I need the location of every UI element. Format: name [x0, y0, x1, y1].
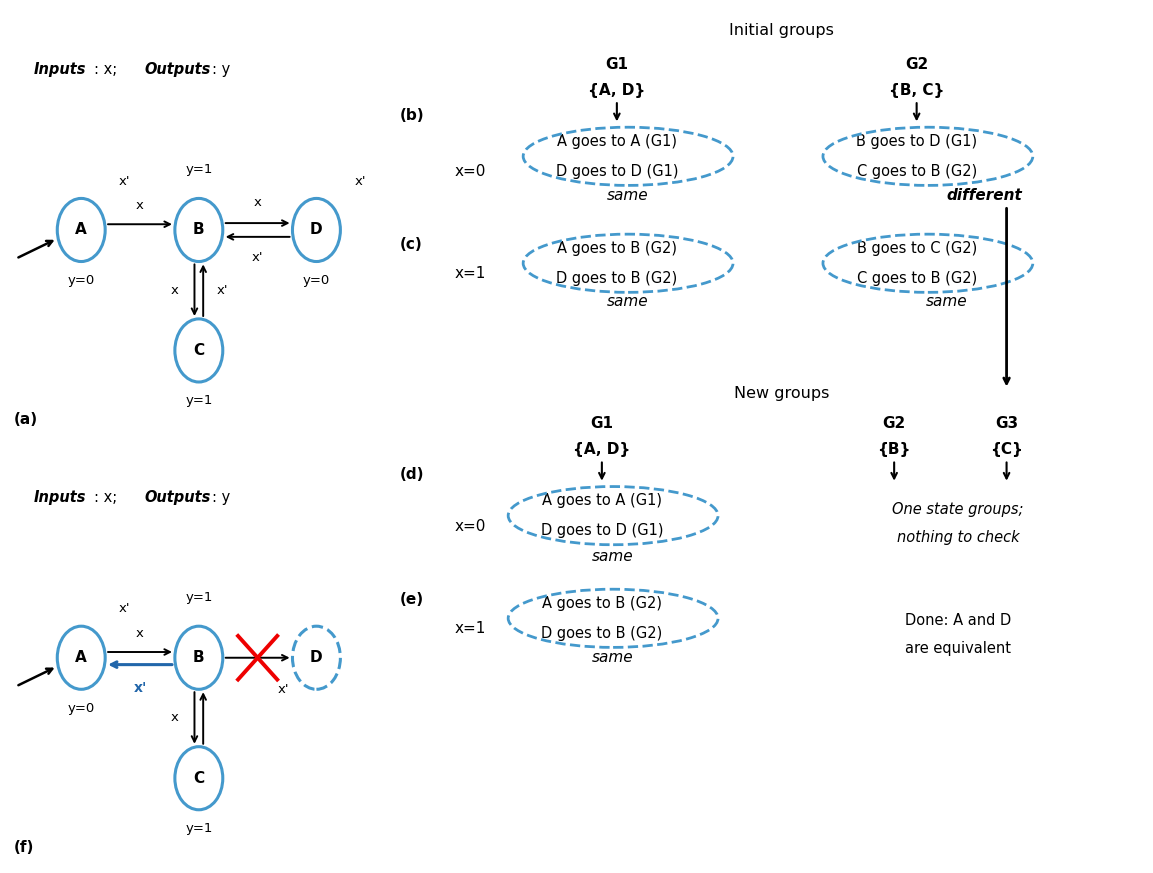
Text: same: same [593, 549, 634, 564]
Text: x': x' [354, 175, 366, 188]
Text: G2: G2 [905, 57, 928, 72]
Text: Inputs: Inputs [33, 490, 85, 505]
Text: y=0: y=0 [68, 702, 95, 715]
Text: One state groups;: One state groups; [892, 502, 1024, 517]
Text: {A, D}: {A, D} [573, 442, 631, 457]
Text: New groups: New groups [734, 386, 829, 402]
Text: G2: G2 [882, 416, 906, 431]
Text: y=1: y=1 [186, 395, 212, 408]
Text: x': x' [217, 284, 228, 297]
Text: : y: : y [212, 490, 231, 505]
Circle shape [58, 626, 105, 690]
Text: B: B [193, 223, 204, 237]
Text: A: A [75, 223, 88, 237]
Text: (a): (a) [14, 412, 38, 427]
Text: x=1: x=1 [455, 622, 487, 636]
Text: D: D [310, 223, 323, 237]
Text: C: C [194, 343, 204, 358]
Text: {B, C}: {B, C} [889, 83, 944, 98]
Text: different: different [947, 188, 1022, 203]
Text: same: same [608, 188, 649, 203]
Text: : y: : y [212, 62, 231, 77]
Text: y=1: y=1 [186, 163, 212, 176]
Text: Outputs: Outputs [144, 62, 211, 77]
Text: y=0: y=0 [68, 274, 95, 287]
Text: B: B [193, 650, 204, 665]
Text: : x;: : x; [95, 490, 127, 505]
Text: Initial groups: Initial groups [730, 23, 834, 38]
Text: same: same [608, 294, 649, 309]
Text: x: x [136, 199, 144, 212]
Text: x: x [136, 627, 144, 640]
Circle shape [175, 746, 223, 810]
Text: D goes to D (G1): D goes to D (G1) [556, 164, 678, 179]
Text: {A, D}: {A, D} [588, 83, 646, 98]
Text: B goes to D (G1): B goes to D (G1) [856, 134, 978, 148]
Text: (f): (f) [14, 840, 35, 855]
Circle shape [58, 198, 105, 262]
Text: same: same [593, 650, 634, 664]
Text: x=0: x=0 [455, 164, 487, 179]
Text: Done: A and D: Done: A and D [905, 613, 1011, 628]
Text: nothing to check: nothing to check [897, 530, 1019, 545]
Text: C goes to B (G2): C goes to B (G2) [857, 271, 977, 285]
Text: x': x' [119, 602, 130, 615]
Circle shape [293, 626, 340, 690]
Text: D goes to B (G2): D goes to B (G2) [541, 626, 663, 641]
Text: A goes to B (G2): A goes to B (G2) [542, 596, 662, 611]
Text: (b): (b) [400, 108, 424, 123]
Text: x': x' [119, 175, 130, 188]
Text: A: A [75, 650, 88, 665]
Text: x=1: x=1 [455, 266, 487, 281]
Text: x=0: x=0 [455, 519, 487, 533]
Text: A goes to A (G1): A goes to A (G1) [542, 493, 662, 508]
Text: : x;: : x; [95, 62, 127, 77]
Text: y=0: y=0 [303, 274, 330, 287]
Text: (e): (e) [400, 592, 423, 607]
Text: x': x' [278, 683, 289, 696]
Text: (d): (d) [400, 468, 424, 483]
Text: {B}: {B} [877, 442, 911, 457]
Text: Outputs: Outputs [144, 490, 211, 505]
Text: A goes to A (G1): A goes to A (G1) [557, 134, 677, 148]
Text: same: same [926, 294, 967, 309]
Circle shape [293, 198, 340, 262]
Text: C: C [194, 771, 204, 786]
Text: D goes to B (G2): D goes to B (G2) [556, 271, 678, 285]
Text: x: x [171, 284, 179, 297]
Text: x': x' [251, 251, 263, 264]
Text: x': x' [134, 681, 146, 695]
Text: G3: G3 [995, 416, 1018, 431]
Text: A goes to B (G2): A goes to B (G2) [557, 241, 677, 256]
Text: y=1: y=1 [186, 591, 212, 604]
Circle shape [175, 198, 223, 262]
Text: Inputs: Inputs [33, 62, 85, 77]
Text: (c): (c) [400, 237, 422, 251]
Text: C goes to B (G2): C goes to B (G2) [857, 164, 977, 179]
Text: are equivalent: are equivalent [905, 641, 1011, 656]
Text: {C}: {C} [990, 442, 1023, 457]
Text: B goes to C (G2): B goes to C (G2) [857, 241, 977, 256]
Circle shape [175, 319, 223, 382]
Text: G1: G1 [590, 416, 613, 431]
Text: D goes to D (G1): D goes to D (G1) [541, 523, 663, 538]
Text: y=1: y=1 [186, 822, 212, 835]
Text: x: x [171, 711, 179, 725]
Circle shape [175, 626, 223, 690]
Text: D: D [310, 650, 323, 665]
Text: G1: G1 [605, 57, 628, 72]
Text: x: x [254, 196, 262, 209]
